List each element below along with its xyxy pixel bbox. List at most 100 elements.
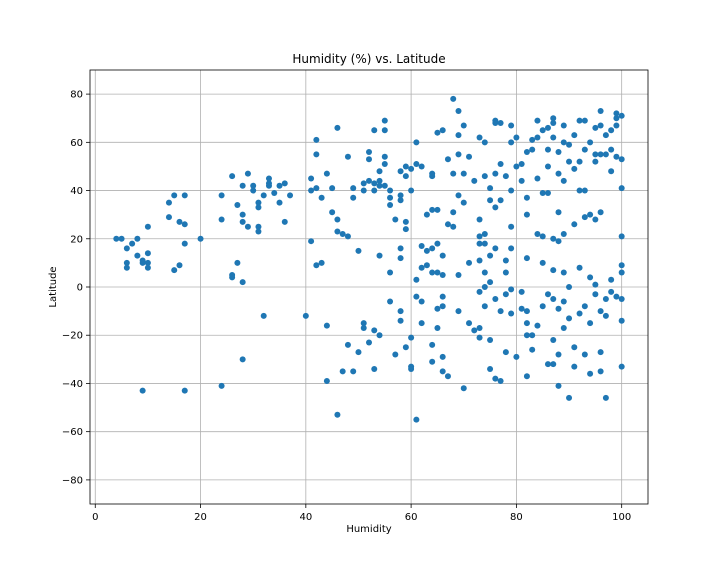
data-point: [571, 363, 578, 370]
data-point: [218, 192, 225, 199]
data-point: [481, 269, 488, 276]
data-point: [308, 175, 315, 182]
data-point: [613, 115, 620, 122]
data-point: [144, 250, 151, 257]
data-point: [239, 356, 246, 363]
data-point: [308, 238, 315, 245]
data-point: [460, 122, 467, 129]
data-point: [602, 394, 609, 401]
data-point: [265, 175, 272, 182]
data-point: [397, 192, 404, 199]
data-point: [455, 107, 462, 114]
data-point: [523, 255, 530, 262]
data-point: [571, 221, 578, 228]
data-point: [597, 368, 604, 375]
data-point: [350, 368, 357, 375]
data-point: [239, 279, 246, 286]
data-point: [171, 267, 178, 274]
data-point: [550, 115, 557, 122]
data-point: [371, 365, 378, 372]
data-point: [487, 197, 494, 204]
data-point: [376, 332, 383, 339]
data-point: [397, 245, 404, 252]
data-point: [134, 252, 141, 259]
data-point: [444, 373, 451, 380]
data-point: [350, 185, 357, 192]
data-point: [497, 197, 504, 204]
data-point: [397, 255, 404, 262]
data-point: [181, 192, 188, 199]
data-point: [402, 226, 409, 233]
data-point: [492, 296, 499, 303]
data-point: [434, 129, 441, 136]
data-point: [555, 382, 562, 389]
grid: [90, 70, 648, 504]
data-point: [555, 170, 562, 177]
data-point: [592, 151, 599, 158]
data-point: [423, 262, 430, 269]
x-tick-label: 40: [299, 512, 312, 523]
data-point: [176, 218, 183, 225]
data-point: [618, 296, 625, 303]
data-point: [581, 214, 588, 221]
data-point: [560, 230, 567, 237]
data-point: [308, 187, 315, 194]
data-point: [476, 324, 483, 331]
data-point: [381, 153, 388, 160]
data-point: [408, 165, 415, 172]
data-point: [360, 180, 367, 187]
data-point: [318, 194, 325, 201]
data-point: [508, 223, 515, 230]
data-point: [618, 156, 625, 163]
data-point: [402, 173, 409, 180]
data-point: [523, 308, 530, 315]
data-point: [613, 293, 620, 300]
data-point: [260, 192, 267, 199]
data-point: [597, 151, 604, 158]
data-point: [597, 122, 604, 129]
data-point: [466, 153, 473, 160]
data-point: [560, 324, 567, 331]
data-point: [360, 320, 367, 327]
data-point: [144, 259, 151, 266]
data-point: [508, 286, 515, 293]
data-point: [471, 177, 478, 184]
data-point: [481, 284, 488, 290]
data-point: [508, 187, 515, 194]
data-point: [165, 199, 172, 206]
data-point: [481, 139, 488, 146]
x-tick-label: 60: [405, 512, 418, 523]
data-point: [123, 245, 130, 252]
data-point: [387, 187, 394, 194]
data-point: [392, 216, 399, 223]
data-point: [397, 308, 404, 315]
data-point: [460, 199, 467, 206]
data-point: [387, 202, 394, 209]
data-point: [287, 192, 294, 199]
data-point: [244, 223, 251, 230]
data-point: [544, 189, 551, 196]
data-point: [497, 378, 504, 385]
data-point: [555, 351, 562, 358]
data-point: [566, 141, 573, 148]
data-point: [476, 216, 483, 223]
data-point: [513, 134, 520, 141]
data-point: [581, 117, 588, 124]
data-point: [492, 375, 499, 382]
data-point: [444, 156, 451, 163]
data-point: [597, 209, 604, 216]
data-point: [381, 117, 388, 124]
data-point: [471, 327, 478, 334]
data-point: [481, 230, 488, 237]
data-point: [618, 233, 625, 240]
data-point: [260, 312, 267, 319]
data-point: [439, 127, 446, 134]
data-point: [476, 257, 483, 264]
data-point: [234, 202, 241, 209]
data-point: [408, 187, 415, 194]
data-point: [334, 124, 341, 131]
data-point: [402, 344, 409, 351]
data-point: [450, 95, 457, 102]
data-point: [123, 259, 130, 266]
